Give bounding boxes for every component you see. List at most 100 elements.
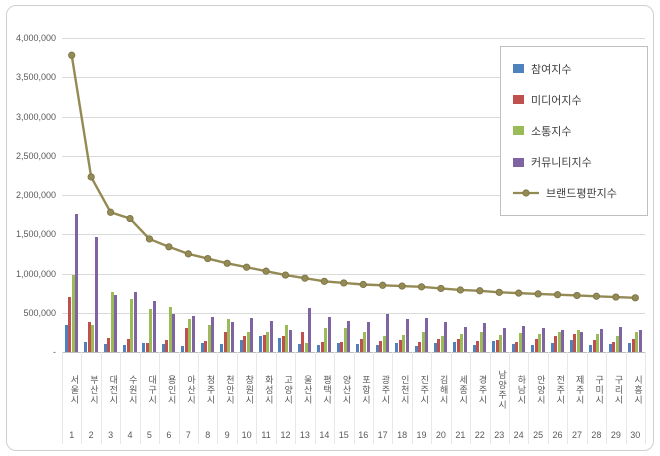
bar-커뮤니티지수 bbox=[269, 320, 273, 352]
bar-소통지수 bbox=[479, 332, 483, 352]
x-tick-label: 고양시 bbox=[283, 375, 294, 405]
bar-참여지수 bbox=[220, 344, 224, 352]
x-tick-label: 수원시 bbox=[127, 375, 138, 405]
bar-커뮤니티지수 bbox=[211, 316, 215, 352]
bar-커뮤니티지수 bbox=[619, 326, 623, 352]
bar-소통지수 bbox=[149, 308, 153, 352]
x-rank-label: 16 bbox=[358, 430, 369, 440]
gridline bbox=[62, 234, 645, 236]
bar-커뮤니티지수 bbox=[483, 322, 487, 352]
bar-소통지수 bbox=[207, 324, 211, 352]
line-marker bbox=[126, 214, 134, 223]
bar-미디어지수 bbox=[340, 341, 344, 352]
bar-참여지수 bbox=[511, 344, 515, 352]
bar-미디어지수 bbox=[145, 342, 149, 352]
bar-커뮤니티지수 bbox=[327, 316, 331, 352]
category-separator bbox=[528, 352, 530, 444]
bar-참여지수 bbox=[181, 345, 185, 352]
line-marker bbox=[592, 292, 601, 300]
bar-소통지수 bbox=[460, 333, 464, 352]
y-tick-label: 500,000 bbox=[23, 307, 56, 318]
category-separator bbox=[489, 352, 491, 444]
x-tick-label: 대전시 bbox=[108, 375, 119, 405]
bar-참여지수 bbox=[142, 343, 146, 352]
bar-소통지수 bbox=[343, 328, 347, 352]
x-rank-label: 6 bbox=[166, 430, 172, 440]
x-tick-label: 양산시 bbox=[341, 375, 352, 405]
x-rank-label: 12 bbox=[280, 430, 291, 440]
gridline bbox=[62, 38, 645, 39]
x-tick-label: 구리시 bbox=[613, 375, 624, 405]
category-separator bbox=[178, 352, 180, 444]
bar-소통지수 bbox=[440, 336, 444, 352]
bar-커뮤니티지수 bbox=[386, 314, 390, 352]
line-marker bbox=[87, 173, 95, 181]
bar-참여지수 bbox=[433, 343, 437, 352]
bar-참여지수 bbox=[550, 343, 554, 352]
bar-미디어지수 bbox=[107, 337, 111, 352]
y-tick-label: 2,000,000 bbox=[15, 190, 56, 200]
y-tick-label: 3,500,000 bbox=[15, 72, 56, 83]
bar-참여지수 bbox=[589, 344, 593, 352]
x-tick-label: 평택시 bbox=[322, 375, 333, 405]
bar-소통지수 bbox=[382, 336, 386, 352]
y-tick-label: - bbox=[53, 347, 56, 357]
category-separator bbox=[159, 352, 161, 444]
legend-label: 브랜드평판지수 bbox=[546, 188, 617, 201]
line-marker bbox=[184, 250, 192, 258]
x-rank-label: 26 bbox=[552, 430, 563, 440]
x-tick-label: 인천시 bbox=[399, 375, 410, 405]
bar-소통지수 bbox=[576, 330, 580, 352]
category-separator bbox=[567, 352, 569, 444]
bar-커뮤니티지수 bbox=[522, 326, 526, 352]
x-rank-label: 8 bbox=[205, 430, 211, 440]
bar-커뮤니티지수 bbox=[541, 327, 545, 352]
legend-swatch-icon bbox=[513, 157, 524, 167]
y-tick-label: 1,500,000 bbox=[15, 229, 56, 240]
bar-커뮤니티지수 bbox=[561, 330, 565, 352]
category-separator bbox=[547, 352, 549, 444]
category-separator bbox=[508, 352, 510, 444]
line-marker bbox=[223, 259, 231, 267]
bar-미디어지수 bbox=[68, 297, 72, 352]
bar-미디어지수 bbox=[418, 341, 422, 352]
x-tick-label: 천안시 bbox=[224, 375, 235, 405]
x-rank-label: 17 bbox=[377, 430, 388, 440]
bar-커뮤니티지수 bbox=[172, 314, 176, 352]
category-separator bbox=[236, 352, 238, 444]
bar-미디어지수 bbox=[534, 339, 538, 352]
category-separator bbox=[275, 352, 277, 444]
x-tick-label: 구미시 bbox=[594, 375, 605, 405]
bar-커뮤니티지수 bbox=[75, 213, 79, 352]
bar-참여지수 bbox=[239, 340, 243, 352]
legend-label: 커뮤니티지수 bbox=[531, 157, 592, 170]
bar-소통지수 bbox=[421, 332, 425, 352]
bar-참여지수 bbox=[200, 342, 204, 352]
line-marker bbox=[476, 287, 484, 295]
x-rank-label: 29 bbox=[610, 430, 621, 440]
line-marker bbox=[379, 281, 387, 289]
gridline bbox=[62, 77, 645, 79]
bar-참여지수 bbox=[453, 341, 457, 352]
gridline bbox=[62, 312, 645, 314]
bar-미디어지수 bbox=[301, 332, 305, 352]
category-separator bbox=[372, 352, 374, 444]
line-marker bbox=[165, 243, 173, 251]
category-separator bbox=[256, 352, 258, 444]
legend-swatch-icon bbox=[513, 95, 524, 105]
x-rank-label: 25 bbox=[533, 430, 544, 440]
gridline bbox=[62, 195, 645, 196]
x-rank-label: 22 bbox=[474, 430, 485, 440]
bar-참여지수 bbox=[531, 344, 535, 352]
category-separator bbox=[411, 352, 413, 444]
x-tick-label: 대구시 bbox=[147, 375, 158, 405]
legend-label: 소통지수 bbox=[531, 125, 572, 138]
bar-커뮤니티지수 bbox=[405, 319, 409, 352]
line-marker bbox=[145, 235, 154, 243]
bar-소통지수 bbox=[130, 298, 134, 352]
x-rank-label: 4 bbox=[127, 430, 133, 440]
bar-참여지수 bbox=[336, 342, 340, 352]
category-separator bbox=[217, 352, 219, 444]
x-tick-label: 경주시 bbox=[477, 375, 488, 405]
